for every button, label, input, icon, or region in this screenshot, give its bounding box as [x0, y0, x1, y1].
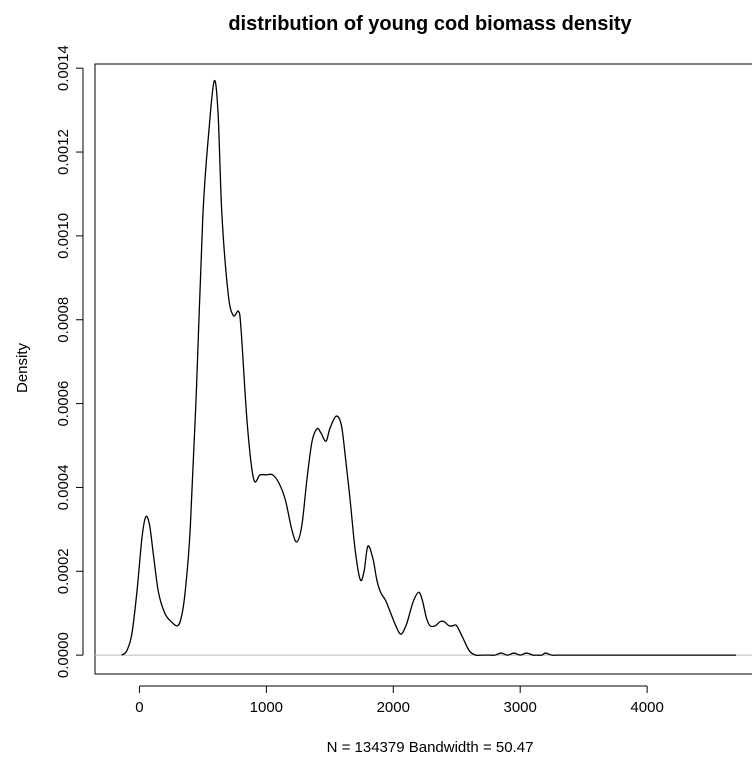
- x-tick-label: 3000: [504, 699, 537, 716]
- y-tick-label: 0.0000: [55, 632, 72, 678]
- chart-title: distribution of young cod biomass densit…: [228, 13, 632, 35]
- x-axis: 0 1000 2000 3000 4000: [135, 685, 664, 716]
- x-tick-label: 1000: [250, 699, 283, 716]
- y-tick-label: 0.0004: [55, 464, 72, 510]
- y-tick-label: 0.0012: [55, 129, 72, 175]
- y-tick-label: 0.0010: [55, 213, 72, 259]
- x-tick-label: 0: [135, 699, 143, 716]
- x-axis-label: N = 134379 Bandwidth = 50.47: [327, 739, 534, 756]
- y-tick-label: 0.0008: [55, 297, 72, 343]
- y-axis-label: Density: [14, 342, 31, 393]
- y-axis: 0.0000 0.0002 0.0004 0.0006 0.0008 0.0010 0.00…: [55, 45, 84, 678]
- x-tick-label: 4000: [630, 699, 663, 716]
- density-curve: [121, 80, 736, 657]
- y-tick-label: 0.0002: [55, 548, 72, 594]
- x-tick-label: 2000: [377, 699, 410, 716]
- y-tick-label: 0.0006: [55, 381, 72, 427]
- y-tick-label: 0.0014: [55, 45, 72, 91]
- plot-frame: [94, 63, 752, 675]
